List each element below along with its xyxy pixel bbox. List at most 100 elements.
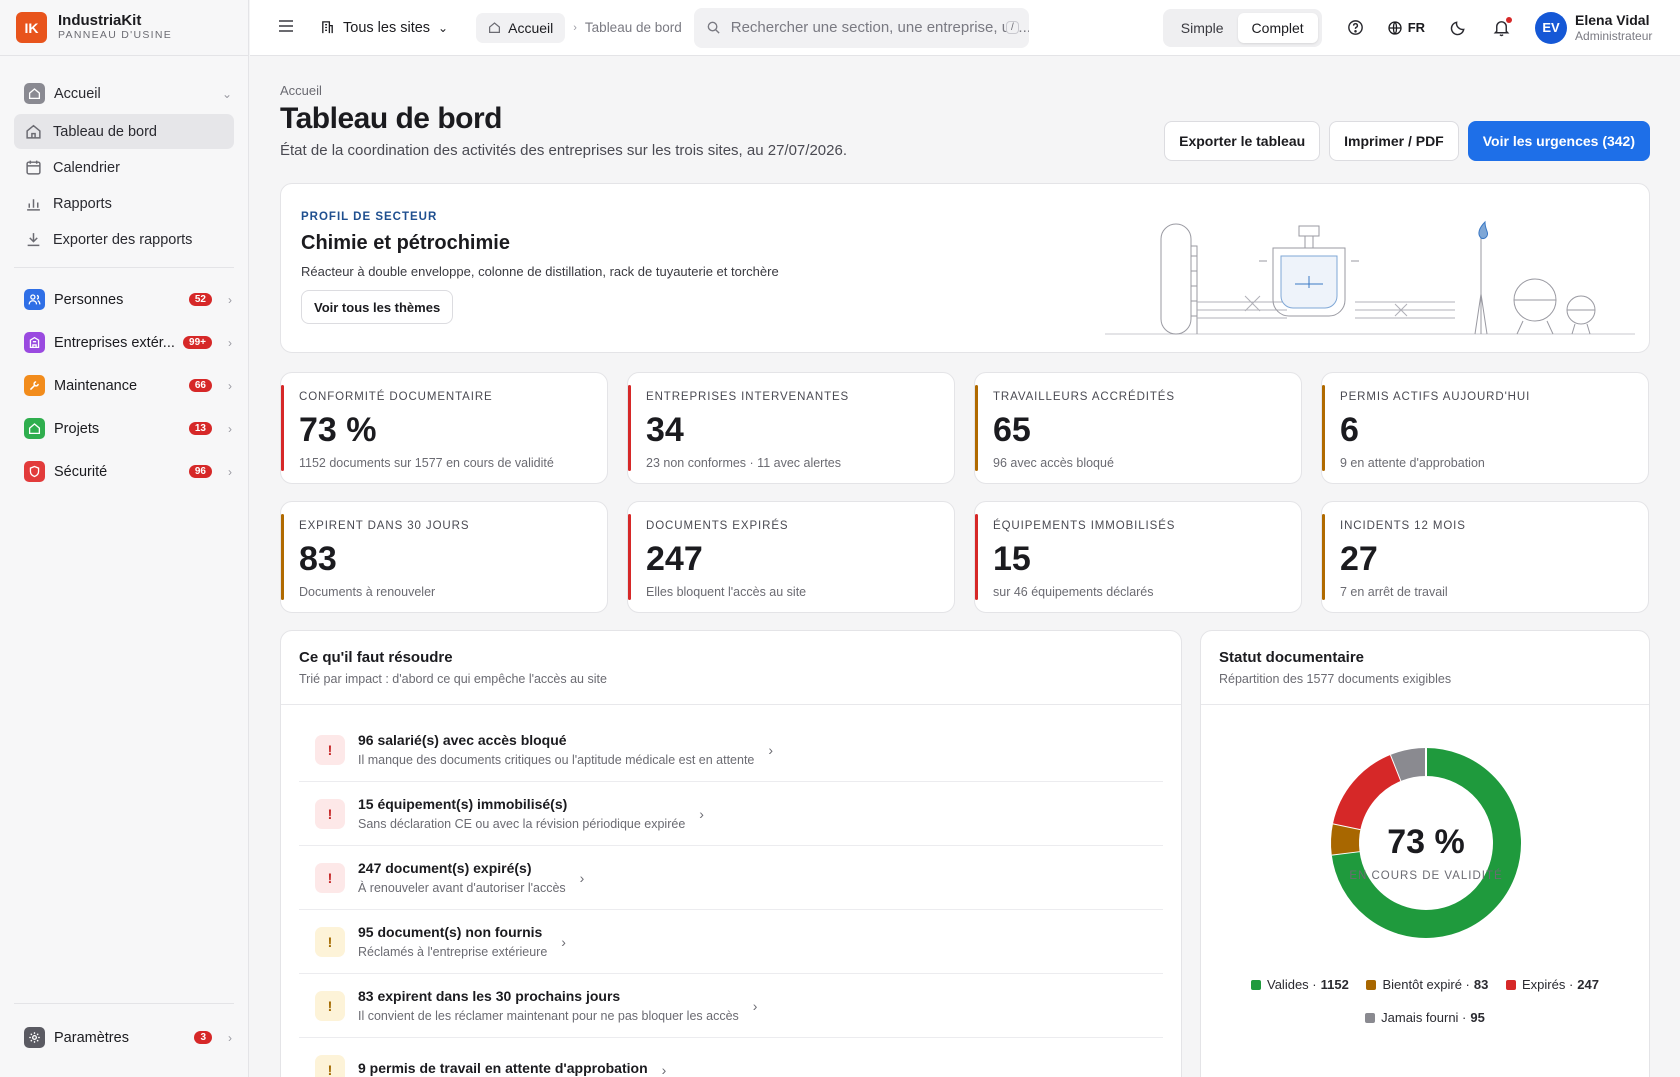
bell-icon[interactable] <box>1492 17 1513 37</box>
legend-swatch <box>1251 980 1261 990</box>
legend-label: Jamais fourni · <box>1381 1010 1467 1025</box>
search-placeholder: Rechercher une section, une entreprise, … <box>730 19 1029 36</box>
chevron-right-icon: › <box>228 464 232 479</box>
donut-center-label: EN COURS DE VALIDITÉ <box>1349 869 1502 882</box>
folder-icon <box>24 418 45 439</box>
kpi-value: 247 <box>646 540 703 578</box>
legend-item: Valides · 1152 <box>1251 969 1349 1001</box>
chevron-right-icon: › <box>768 741 774 758</box>
mode-simple-button[interactable]: Simple <box>1180 19 1224 36</box>
issue-list: ! 96 salarié(s) avec accès bloqué Il man… <box>281 705 1181 1077</box>
kpi-accent-bar <box>1322 514 1325 600</box>
home-icon <box>489 22 501 33</box>
site-selector[interactable]: Tous les sites ⌄ <box>320 20 448 36</box>
kpi-card[interactable]: CONFORMITÉ DOCUMENTAIRE 73 % 1152 docume… <box>280 372 608 484</box>
notification-dot <box>1506 17 1513 23</box>
breadcrumb-home-label: Accueil <box>508 19 554 36</box>
kpi-label: CONFORMITÉ DOCUMENTAIRE <box>299 391 493 403</box>
menu-icon[interactable] <box>276 16 298 39</box>
chevron-right-icon: › <box>699 805 704 822</box>
sidebar-item-label: Sécurité <box>54 463 108 480</box>
legend-swatch <box>1366 980 1377 990</box>
issue-item[interactable]: ! 15 équipement(s) immobilisé(s) Sans dé… <box>299 782 1163 846</box>
kpi-card[interactable]: INCIDENTS 12 MOIS 27 7 en arrêt de trava… <box>1321 501 1649 613</box>
sidebar-item-parametres[interactable]: Paramètres 3 › <box>14 1016 234 1059</box>
kpi-accent-bar <box>628 385 631 471</box>
chevron-down-icon: ⌄ <box>438 20 449 35</box>
breadcrumb-home[interactable]: Accueil <box>476 12 566 43</box>
count-badge: 66 <box>188 379 212 392</box>
user-menu[interactable]: EV Elena Vidal Administrateur <box>1535 11 1652 44</box>
language-label: FR <box>1407 20 1426 35</box>
kpi-card[interactable]: DOCUMENTS EXPIRÉS 247 Elles bloquent l'a… <box>627 501 955 613</box>
count-badge: 52 <box>188 293 212 306</box>
alert-icon: ! <box>315 734 345 765</box>
globe-icon <box>1388 20 1402 35</box>
print-pdf-button[interactable]: Imprimer / PDF <box>1329 121 1459 161</box>
sidebar-item-label: Accueil <box>54 85 101 102</box>
language-selector[interactable]: FR <box>1387 20 1425 36</box>
count-badge: 3 <box>194 1031 212 1044</box>
kpi-card[interactable]: ENTREPRISES INTERVENANTES 34 23 non conf… <box>627 372 955 484</box>
brand[interactable]: IK IndustriaKit PANNEAU D'USINE <box>0 0 248 56</box>
warning-icon: ! <box>315 1055 345 1077</box>
kpi-card[interactable]: PERMIS ACTIFS AUJOURD'HUI 6 9 en attente… <box>1321 372 1649 484</box>
issue-item[interactable]: ! 83 expirent dans les 30 prochains jour… <box>299 974 1163 1038</box>
sidebar-item-maintenance[interactable]: Maintenance 66 › <box>14 364 234 407</box>
donut-separator <box>1389 754 1403 782</box>
export-table-button[interactable]: Exporter le tableau <box>1164 121 1321 161</box>
issue-item[interactable]: ! 95 document(s) non fournis Réclamés à … <box>299 910 1163 974</box>
sidebar-item-calendrier[interactable]: Calendrier <box>14 150 234 185</box>
help-icon[interactable] <box>1346 18 1365 37</box>
sidebar-item-exporter[interactable]: Exporter des rapports <box>14 222 234 257</box>
chevron-right-icon: › <box>228 378 232 393</box>
sidebar-item-tableau-de-bord[interactable]: Tableau de bord <box>14 114 234 149</box>
issue-item[interactable]: ! 9 permis de travail en attente d'appro… <box>299 1038 1163 1077</box>
issue-item[interactable]: ! 247 document(s) expiré(s) À renouveler… <box>299 846 1163 910</box>
chevron-right-icon: › <box>579 869 585 886</box>
search-icon <box>707 21 720 34</box>
sidebar-item-securite[interactable]: Sécurité 96 › <box>14 450 234 493</box>
issue-item[interactable]: ! 96 salarié(s) avec accès bloqué Il man… <box>299 718 1163 782</box>
kpi-subtext: Documents à renouveler <box>299 585 436 599</box>
legend-value: 1152 <box>1320 977 1349 992</box>
kpi-card[interactable]: ÉQUIPEMENTS IMMOBILISÉS 15 sur 46 équipe… <box>974 501 1302 613</box>
issue-description: Il manque des documents critiques ou l'a… <box>358 753 755 767</box>
sidebar-item-rapports[interactable]: Rapports <box>14 186 234 221</box>
donut-slice-bient-t-expir-[interactable] <box>1331 823 1361 855</box>
view-themes-button[interactable]: Voir tous les thèmes <box>301 290 454 324</box>
kpi-accent-bar <box>1322 385 1325 471</box>
kpi-card[interactable]: TRAVAILLEURS ACCRÉDITÉS 65 96 avec accès… <box>974 372 1302 484</box>
page-breadcrumb[interactable]: Accueil <box>280 83 322 98</box>
sidebar-item-label: Rapports <box>53 195 112 212</box>
moon-icon[interactable] <box>1449 18 1468 37</box>
sidebar-item-projets[interactable]: Projets 13 › <box>14 407 234 450</box>
mode-complete-button[interactable]: Complet <box>1237 12 1318 43</box>
download-icon <box>24 231 42 249</box>
kpi-label: ÉQUIPEMENTS IMMOBILISÉS <box>993 520 1176 532</box>
doc-status-subtitle: Répartition des 1577 documents exigibles <box>1219 672 1452 686</box>
kpi-subtext: 23 non conformes · 11 avec alertes <box>646 456 842 470</box>
kpi-card[interactable]: EXPIRENT DANS 30 JOURS 83 Documents à re… <box>280 501 608 613</box>
brand-name: IndustriaKit <box>58 11 142 29</box>
user-name: Elena Vidal <box>1575 11 1650 28</box>
search-shortcut: / <box>1005 21 1019 34</box>
donut-slice-jamais-fourni[interactable] <box>1390 748 1427 781</box>
sidebar-item-accueil[interactable]: Accueil ⌄ <box>14 76 234 111</box>
kpi-label: INCIDENTS 12 MOIS <box>1340 520 1466 532</box>
donut-slice-valides[interactable] <box>1331 748 1521 938</box>
building-icon <box>322 21 333 34</box>
donut-slice-expir-s[interactable] <box>1333 754 1402 830</box>
page-subtitle: État de la coordination des activités de… <box>280 142 847 159</box>
legend-item: Jamais fourni · 95 <box>1365 1002 1485 1034</box>
kpi-label: DOCUMENTS EXPIRÉS <box>646 520 789 532</box>
site-selector-label: Tous les sites <box>343 19 431 36</box>
count-badge: 13 <box>188 422 212 435</box>
view-urgencies-button[interactable]: Voir les urgences (342) <box>1467 121 1650 161</box>
legend-label: Valides · <box>1267 977 1317 992</box>
sidebar-item-entreprises[interactable]: Entreprises extér... 99+ › <box>14 321 234 364</box>
kpi-label: ENTREPRISES INTERVENANTES <box>646 391 850 403</box>
sidebar-item-personnes[interactable]: Personnes 52 › <box>14 278 234 321</box>
search-input[interactable]: Rechercher une section, une entreprise, … <box>693 7 1029 48</box>
legend-label: Bientôt expiré · <box>1382 977 1470 992</box>
